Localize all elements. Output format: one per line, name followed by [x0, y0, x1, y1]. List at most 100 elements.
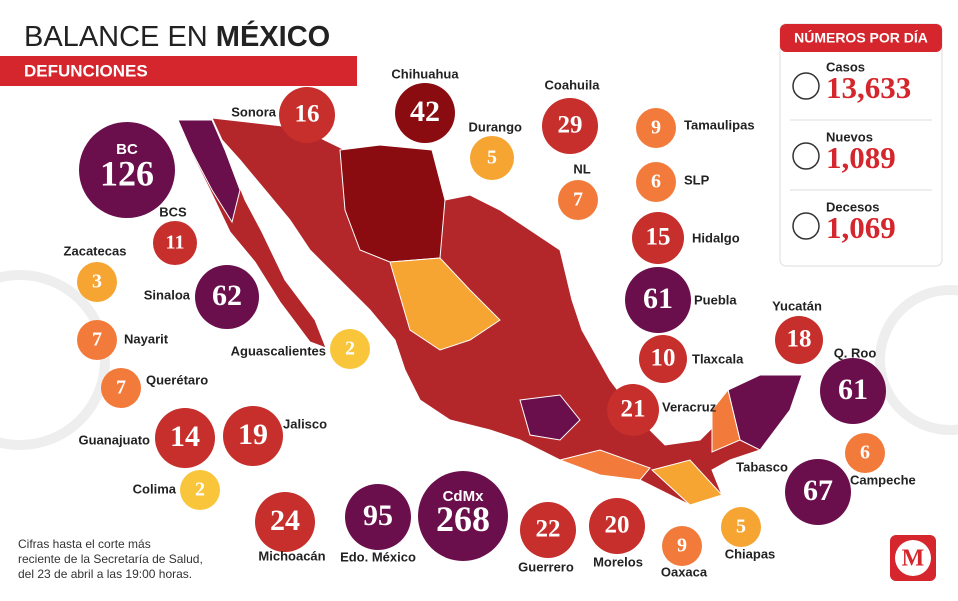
- stats-header: [780, 24, 942, 52]
- stats-title: NÚMEROS POR DÍA: [794, 29, 928, 46]
- stat-value: 13,633: [826, 70, 911, 105]
- state-value: 95: [363, 499, 393, 532]
- state-circle: [155, 408, 215, 468]
- state-circle: [153, 221, 197, 265]
- center-orange: [389, 257, 501, 351]
- stat-label: Nuevos: [826, 129, 873, 144]
- state-name: Chiapas: [725, 546, 776, 561]
- state-value: 16: [295, 101, 320, 128]
- state-value: 67: [803, 474, 833, 507]
- state-circle: [345, 484, 411, 550]
- state-circle: [180, 470, 220, 510]
- state-circle: [101, 368, 141, 408]
- stat-label: Casos: [826, 59, 865, 74]
- state-circle: [470, 136, 514, 180]
- state-name: Tabasco: [736, 459, 788, 474]
- logo-circle: [895, 540, 931, 576]
- state-circle: [632, 212, 684, 264]
- state-circle: [636, 162, 676, 202]
- state-circle: [223, 406, 283, 466]
- state-name: NL: [573, 161, 590, 176]
- state-value: 5: [487, 147, 497, 169]
- state-value: 6: [860, 442, 870, 464]
- state-value: 7: [92, 329, 102, 351]
- subtitle: DEFUNCIONES: [24, 61, 148, 80]
- state-name: Chihuahua: [391, 66, 459, 81]
- state-value: 42: [410, 95, 440, 128]
- chiapas: [650, 459, 723, 506]
- stat-label: Decesos: [826, 199, 879, 214]
- state-name: Nayarit: [124, 331, 169, 346]
- baja-north: [177, 119, 241, 224]
- state-name: Q. Roo: [834, 345, 877, 360]
- state-value: 14: [170, 420, 200, 453]
- state-circle: [77, 262, 117, 302]
- title-prefix: BALANCE EN: [24, 21, 208, 53]
- state-name: CdMx: [443, 488, 484, 505]
- state-name: Guanajuato: [78, 432, 150, 447]
- subtitle-band: [0, 56, 357, 86]
- state-circle: [785, 459, 851, 525]
- state-value: 9: [677, 535, 687, 557]
- state-circle: [625, 267, 691, 333]
- state-name: Morelos: [593, 554, 643, 569]
- state-circle: [558, 180, 598, 220]
- state-value: 19: [238, 418, 268, 451]
- state-circle: [542, 98, 598, 154]
- state-value: 2: [195, 479, 205, 501]
- state-name: Puebla: [694, 292, 737, 307]
- map: [177, 117, 803, 506]
- state-name: Colima: [133, 481, 177, 496]
- state-name: Durango: [469, 119, 523, 134]
- state-circle: [418, 471, 508, 561]
- background-decor: [0, 270, 958, 450]
- state-value: 29: [558, 112, 583, 139]
- state-value: 24: [270, 504, 300, 537]
- state-value: 126: [100, 153, 154, 193]
- state-name: Yucatán: [772, 298, 822, 313]
- state-circle: [639, 335, 687, 383]
- state-name: Aguascalientes: [231, 343, 326, 358]
- state-circle: [721, 507, 761, 547]
- state-value: 5: [736, 516, 746, 538]
- state-value: 61: [643, 282, 673, 315]
- state-value: 61: [838, 373, 868, 406]
- state-name: Michoacán: [258, 548, 325, 563]
- state-value: 10: [651, 345, 676, 372]
- state-name: Oaxaca: [661, 564, 708, 579]
- state-value: 9: [651, 117, 661, 139]
- logo: M: [902, 546, 925, 572]
- state-name: BCS: [159, 204, 187, 219]
- stat-icon: [792, 142, 820, 170]
- state-value: 268: [436, 499, 490, 539]
- state-circle: [520, 502, 576, 558]
- footnote-line: Cifras hasta el corte más: [18, 537, 151, 551]
- state-value: 15: [646, 224, 671, 251]
- state-name: BC: [116, 141, 138, 158]
- state-value: 18: [787, 326, 812, 353]
- state-name: Sinaloa: [144, 287, 191, 302]
- state-circle: [395, 83, 455, 143]
- state-circle: [279, 87, 335, 143]
- state-value: 62: [212, 279, 242, 312]
- state-circle: [607, 384, 659, 436]
- cdmx-region: [519, 394, 581, 441]
- footnote-line: del 23 de abril a las 19:00 horas.: [18, 567, 192, 581]
- state-value: 20: [605, 512, 630, 539]
- state-value: 3: [92, 271, 102, 293]
- state-name: Zacatecas: [64, 243, 127, 258]
- stat-value: 1,089: [826, 140, 896, 175]
- state-circle: [845, 433, 885, 473]
- stat-value: 1,069: [826, 210, 896, 245]
- title-emphasis: MÉXICO: [216, 19, 330, 53]
- state-name: Veracruz: [662, 399, 717, 414]
- stat-icon: [792, 72, 820, 100]
- state-name: Edo. México: [340, 549, 416, 564]
- state-circle: [330, 329, 370, 369]
- state-name: SLP: [684, 172, 710, 187]
